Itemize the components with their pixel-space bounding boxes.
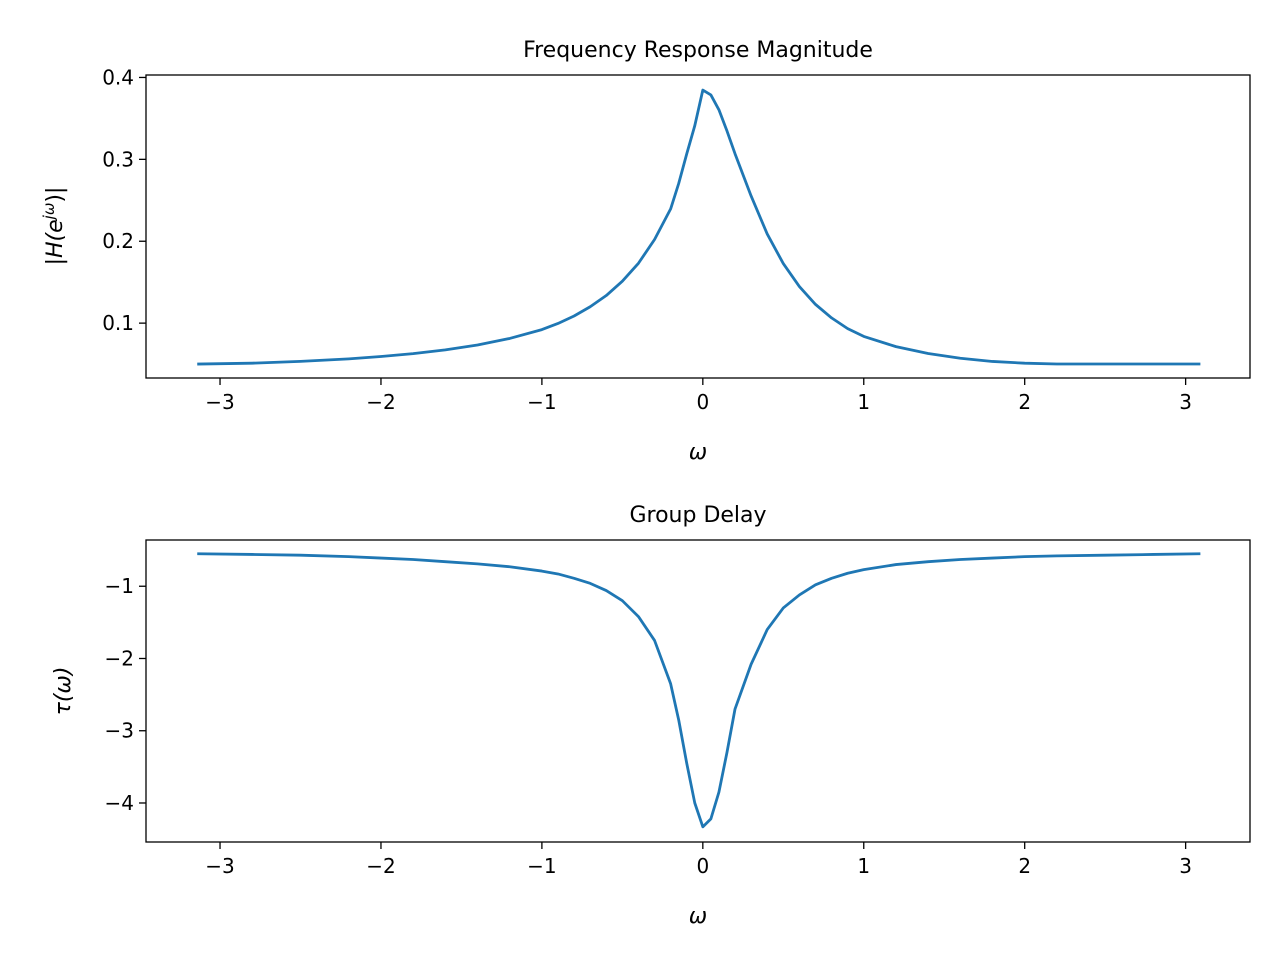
magnitude-x-tick-label: 0 <box>696 390 709 414</box>
magnitude-x-tick-label: 3 <box>1179 390 1192 414</box>
magnitude-y-tick-label: 0.2 <box>102 229 134 253</box>
group-delay-axes-frame <box>145 539 1251 843</box>
group-delay-x-tick-label: 0 <box>696 854 709 878</box>
magnitude-y-tick-label: 0.3 <box>102 147 134 171</box>
magnitude-axes-frame <box>145 74 1251 379</box>
group-delay-y-tick-label: −2 <box>105 646 134 670</box>
group-delay-x-axis-label: ω <box>689 904 707 929</box>
group-delay-title: Group Delay <box>629 503 766 528</box>
magnitude-y-axis-label-end: )| <box>43 187 68 203</box>
group-delay-x-tick-label: 1 <box>857 854 870 878</box>
magnitude-y-axis-label-main: |H(e <box>43 219 68 265</box>
group-delay-y-ticks: −1 −2 −3 −4 <box>105 574 146 815</box>
magnitude-y-axis-label-exponent: jω <box>40 203 58 222</box>
group-delay-y-tick-label: −4 <box>105 791 134 815</box>
group-delay-x-tick-label: 3 <box>1179 854 1192 878</box>
magnitude-x-ticks: −3 −2 −1 0 1 2 3 <box>205 378 1192 414</box>
magnitude-x-tick-label: −3 <box>205 390 234 414</box>
group-delay-x-tick-label: −1 <box>527 854 556 878</box>
magnitude-subplot: Frequency Response Magnitude −3 −2 −1 0 1 2 3 … <box>40 38 1251 465</box>
magnitude-y-tick-label: 0.1 <box>102 311 134 335</box>
magnitude-title: Frequency Response Magnitude <box>523 38 873 63</box>
magnitude-x-tick-label: 2 <box>1018 390 1031 414</box>
magnitude-x-axis-label: ω <box>689 440 707 465</box>
magnitude-y-axis-label: |H(ejω)| <box>40 187 68 266</box>
magnitude-y-ticks: 0.1 0.2 0.3 0.4 <box>102 65 146 335</box>
magnitude-x-tick-label: −1 <box>527 390 556 414</box>
group-delay-y-axis-label: τ(ω) <box>51 667 76 716</box>
magnitude-y-tick-label: 0.4 <box>102 65 134 89</box>
group-delay-x-ticks: −3 −2 −1 0 1 2 3 <box>205 842 1192 878</box>
group-delay-y-tick-label: −3 <box>105 719 134 743</box>
group-delay-x-tick-label: −2 <box>366 854 395 878</box>
magnitude-series-line <box>197 88 1201 366</box>
group-delay-series-line <box>197 552 1201 829</box>
magnitude-x-tick-label: −2 <box>366 390 395 414</box>
group-delay-subplot: Group Delay −3 −2 −1 0 1 2 3 −1 −2 −3 −4 ω τ(ω) <box>51 503 1251 929</box>
magnitude-x-tick-label: 1 <box>857 390 870 414</box>
group-delay-x-tick-label: −3 <box>205 854 234 878</box>
group-delay-y-tick-label: −1 <box>105 574 134 598</box>
group-delay-x-tick-label: 2 <box>1018 854 1031 878</box>
